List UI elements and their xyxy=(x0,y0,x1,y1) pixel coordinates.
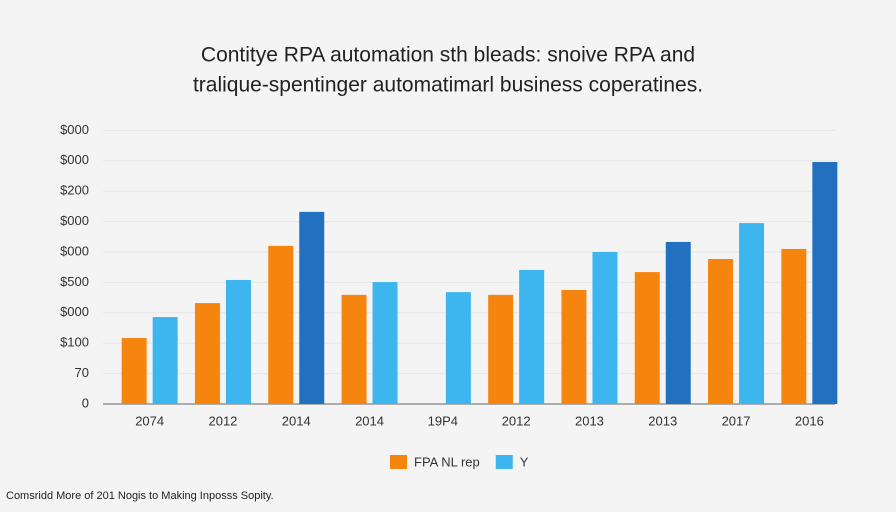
y-tick-label: $200 xyxy=(60,183,89,198)
legend-swatch xyxy=(495,455,513,469)
x-tick-label: 2012 xyxy=(502,413,531,428)
y-tick-label: 70 xyxy=(75,365,89,380)
chart-title: tralique-spentinger automatimarl busines… xyxy=(193,74,703,97)
legend-swatch xyxy=(390,455,407,469)
bar xyxy=(665,241,691,404)
x-tick-label: 2013 xyxy=(648,413,677,428)
y-tick-label: $000 xyxy=(60,152,89,167)
bar xyxy=(341,294,367,404)
y-tick-label: $000 xyxy=(60,304,89,319)
x-tick-label: 19P4 xyxy=(428,413,458,428)
bar xyxy=(592,252,618,404)
bar xyxy=(561,290,587,404)
x-tick-label: 2014 xyxy=(282,413,311,428)
bar xyxy=(152,317,178,404)
x-tick-label: 2012 xyxy=(208,413,237,428)
bar xyxy=(812,162,838,404)
y-tick-label: $100 xyxy=(60,335,89,350)
bar xyxy=(268,245,294,404)
bar xyxy=(194,303,220,404)
x-tick-label: 2017 xyxy=(722,413,751,428)
legend-label: Y xyxy=(520,454,529,469)
chart-title: Contitye RPA automation sth bleads: snoi… xyxy=(201,44,695,67)
bar xyxy=(299,211,325,404)
y-tick-label: $000 xyxy=(60,122,89,137)
footnote: Comsridd More of 201 Nogis to Making Inp… xyxy=(6,490,274,502)
bar xyxy=(372,282,398,404)
bar xyxy=(739,223,765,404)
y-tick-label: $000 xyxy=(60,213,89,228)
bar xyxy=(488,294,514,404)
bar xyxy=(445,292,471,404)
y-tick-label: $500 xyxy=(60,274,89,289)
bar xyxy=(781,248,807,404)
y-tick-label: $000 xyxy=(60,243,89,258)
bar xyxy=(121,338,147,404)
bar xyxy=(708,258,734,404)
legend-label: FPA NL rep xyxy=(414,454,480,469)
bar xyxy=(634,272,660,404)
y-tick-label: 0 xyxy=(82,395,89,410)
x-tick-label: 2014 xyxy=(355,413,384,428)
x-tick-label: 2074 xyxy=(135,413,164,428)
bar xyxy=(519,269,545,404)
x-tick-label: 2013 xyxy=(575,413,604,428)
bar xyxy=(225,279,251,404)
x-tick-label: 2016 xyxy=(795,413,824,428)
